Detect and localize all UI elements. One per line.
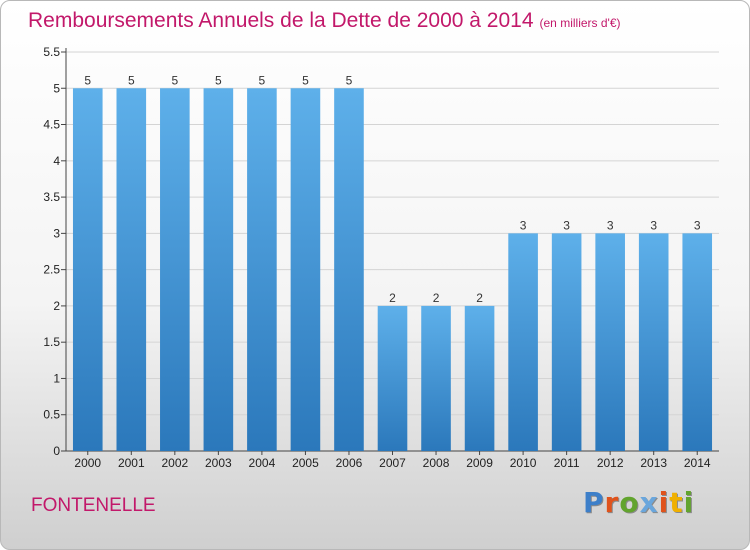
data-label: 5 — [346, 73, 353, 87]
x-tick-label: 2001 — [118, 456, 145, 470]
x-tick-label: 2000 — [74, 456, 101, 470]
bar-2003 — [203, 88, 234, 451]
bar-2013 — [638, 233, 669, 451]
y-tick-label: 1 — [53, 371, 60, 385]
data-label: 2 — [433, 291, 440, 305]
x-tick-label: 2006 — [336, 456, 363, 470]
y-tick-labels: 0 0.5 1 1.5 2 2.5 3 3.5 4 4.5 5 5.5 — [43, 45, 60, 458]
logo-letter: x — [639, 486, 659, 519]
data-label: 5 — [259, 73, 266, 87]
bar-2001 — [116, 88, 147, 451]
data-label: 3 — [694, 218, 701, 232]
data-label: 2 — [389, 291, 396, 305]
data-label: 3 — [607, 218, 614, 232]
y-tick-label: 5.5 — [43, 45, 60, 59]
y-tick-label: 2 — [53, 299, 60, 313]
logo-letter: t — [669, 486, 684, 519]
bar-2005 — [290, 88, 321, 451]
x-tick-label: 2009 — [466, 456, 493, 470]
data-label: 2 — [476, 291, 483, 305]
x-tick-label: 2005 — [292, 456, 319, 470]
chart-title: Remboursements Annuels de la Dette de 20… — [28, 9, 621, 33]
bar-2004 — [247, 88, 277, 451]
logo-letter: P — [583, 486, 605, 519]
x-tick-label: 2010 — [510, 456, 537, 470]
bar-2010 — [508, 233, 538, 451]
data-label: 3 — [650, 218, 657, 232]
data-label: 5 — [84, 73, 91, 87]
y-tick-label: 0 — [53, 444, 60, 458]
bar-2000 — [72, 88, 103, 451]
x-tick-label: 2013 — [640, 456, 667, 470]
data-label: 5 — [215, 73, 222, 87]
bar-2008 — [421, 305, 451, 451]
x-tick-label: 2007 — [379, 456, 406, 470]
logo-letter: i — [683, 486, 695, 519]
bar-2007 — [377, 305, 408, 451]
y-tick-label: 3.5 — [43, 190, 60, 204]
data-label: 3 — [563, 218, 570, 232]
y-tick-label: 0.5 — [43, 408, 60, 422]
x-tick-label: 2003 — [205, 456, 232, 470]
chart-title-main: Remboursements Annuels de la Dette de 20… — [28, 9, 534, 32]
bar-2012 — [595, 233, 625, 451]
data-label: 5 — [302, 73, 309, 87]
bar-2014 — [682, 233, 713, 451]
y-tick-label: 4.5 — [43, 118, 60, 132]
y-tick-label: 4 — [53, 154, 60, 168]
y-tick-label: 2.5 — [43, 263, 60, 277]
data-label: 3 — [520, 218, 527, 232]
data-label: 5 — [128, 73, 135, 87]
logo-letter: r — [604, 486, 620, 519]
x-tick-label: 2014 — [684, 456, 711, 470]
x-tick-label: 2008 — [423, 456, 450, 470]
bar-2011 — [551, 233, 582, 451]
commune-name: FONTENELLE — [31, 495, 156, 516]
y-tick-label: 5 — [53, 81, 60, 95]
data-label: 5 — [171, 73, 178, 87]
bar-2002 — [160, 88, 190, 451]
x-tick-label: 2002 — [161, 456, 188, 470]
x-tick-label: 2004 — [249, 456, 276, 470]
bar-2009 — [464, 305, 495, 451]
bar-2006 — [334, 88, 364, 451]
logo-letter: o — [619, 486, 640, 519]
bars — [72, 88, 713, 451]
x-tick-labels: 2000 2001 2002 2003 2004 2005 2006 2007 2008 2009… — [74, 456, 710, 470]
chart-title-unit: (en milliers d'€) — [539, 16, 621, 30]
logo-letter: i — [658, 486, 670, 519]
proxiti-logo[interactable]: Proxiti — [583, 486, 694, 519]
data-labels: 5 5 5 5 5 5 5 2 2 2 3 3 3 3 3 — [84, 73, 700, 305]
y-tick-label: 3 — [53, 226, 60, 240]
x-tick-label: 2012 — [597, 456, 624, 470]
y-tick-label: 1.5 — [43, 335, 60, 349]
x-tick-label: 2011 — [554, 456, 580, 470]
